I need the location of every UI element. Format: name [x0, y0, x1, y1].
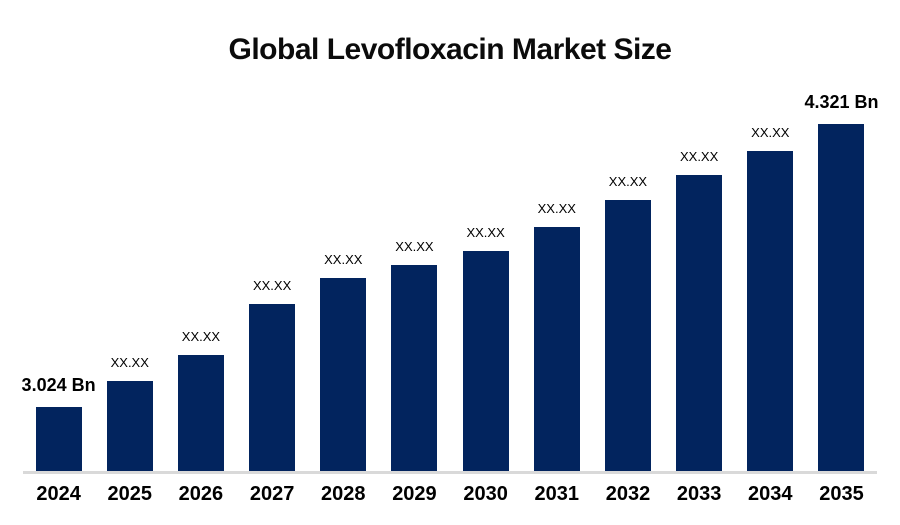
bar — [604, 200, 651, 471]
bar-chart-plot: 3.024 Bn XX.XX XX.XX XX.XX XX.XX XX.XX XX.XX XX… — [21, 0, 879, 471]
chart-title: Global Levofloxacin Market Size — [228, 33, 672, 66]
x-axis-label: 2024 — [36, 483, 81, 505]
bar-group: XX.XX — [450, 0, 521, 471]
x-axis-label: 2027 — [249, 483, 295, 505]
bar — [462, 251, 509, 471]
bar — [533, 227, 580, 471]
x-axis-label: 2031 — [534, 483, 580, 505]
x-axis-label: 2029 — [392, 483, 437, 505]
bar-value-label: XX.XX — [751, 124, 790, 140]
bar — [177, 355, 224, 471]
bar-value-label: XX.XX — [466, 224, 505, 240]
x-axis-label: 2025 — [107, 483, 153, 505]
bar-group: XX.XX — [94, 0, 165, 471]
bar-group: XX.XX — [664, 0, 735, 471]
bar-value-label: XX.XX — [252, 277, 292, 293]
bar-group: XX.XX — [735, 0, 806, 471]
x-axis-label: 2035 — [819, 483, 864, 505]
x-axis-labels: 2024 2025 2026 2027 2028 2029 2030 2031 2032 2033… — [23, 483, 877, 506]
bar — [249, 304, 296, 471]
bar-group: XX.XX — [165, 0, 236, 471]
bar — [106, 381, 153, 471]
x-axis-label: 2034 — [748, 483, 793, 505]
bar-value-label: 4.321 Bn — [804, 92, 879, 113]
bar-group: XX.XX — [308, 0, 379, 471]
bar-group: 3.024 Bn — [21, 0, 96, 471]
bar — [818, 124, 865, 471]
bar — [747, 151, 794, 471]
x-axis-label: 2026 — [178, 483, 224, 505]
bar — [35, 407, 82, 471]
bar — [320, 278, 367, 471]
bar-group: 4.321 Bn — [804, 0, 879, 471]
bar-group: XX.XX — [237, 0, 308, 471]
x-axis-line — [23, 471, 877, 474]
x-axis-label: 2028 — [321, 483, 366, 505]
bar-group: XX.XX — [521, 0, 592, 471]
bar — [391, 265, 438, 471]
bar-value-label: XX.XX — [395, 238, 434, 254]
bar-value-label: XX.XX — [537, 200, 576, 216]
x-axis-label: 2030 — [463, 483, 508, 505]
bar-value-label: XX.XX — [679, 148, 719, 164]
bar-group: XX.XX — [592, 0, 663, 471]
x-axis-label: 2033 — [676, 483, 722, 505]
bar-value-label: XX.XX — [608, 173, 648, 189]
bar-value-label: XX.XX — [181, 328, 221, 344]
bar-value-label: XX.XX — [110, 354, 149, 370]
bar-value-label: 3.024 Bn — [21, 375, 96, 396]
bar-group: XX.XX — [379, 0, 450, 471]
bar — [676, 175, 723, 471]
x-axis-label: 2032 — [605, 483, 651, 505]
bar-value-label: XX.XX — [324, 251, 363, 267]
